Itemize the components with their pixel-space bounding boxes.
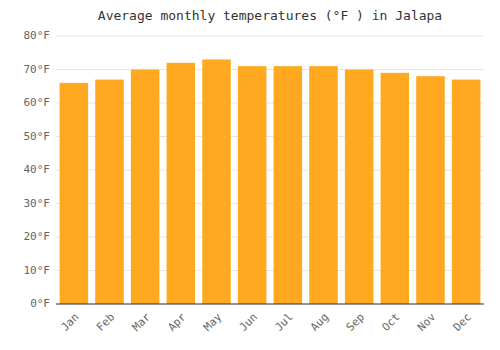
y-tick-label: 50°F xyxy=(24,130,51,143)
bar xyxy=(416,76,445,304)
bar xyxy=(238,66,267,304)
bar xyxy=(131,70,160,305)
bar xyxy=(274,66,303,304)
bar xyxy=(202,59,231,304)
bar xyxy=(95,80,124,304)
chart-title: Average monthly temperatures (°F ) in Ja… xyxy=(98,8,442,23)
y-tick-label: 30°F xyxy=(24,197,51,210)
y-tick-labels: 0°F 10°F 20°F 30°F 40°F 50°F 60°F 70°F 80°F xyxy=(24,29,51,310)
y-tick-label: 20°F xyxy=(24,230,51,243)
x-tick-label: Oct xyxy=(379,311,402,334)
bar xyxy=(381,73,410,304)
x-tick-label: Jan xyxy=(58,311,81,334)
y-tick-label: 60°F xyxy=(24,96,51,109)
x-tick-label: Jun xyxy=(237,311,260,334)
grid-line xyxy=(56,304,484,305)
x-tick-label: Mar xyxy=(130,310,154,334)
grid-line xyxy=(56,36,484,37)
bar xyxy=(452,80,481,304)
bar xyxy=(345,70,374,305)
x-tick-label: Aug xyxy=(308,311,331,334)
y-tick-label: 80°F xyxy=(24,29,51,42)
y-tick-label: 10°F xyxy=(24,264,51,277)
x-tick-label: Apr xyxy=(165,310,189,334)
grid-line xyxy=(56,69,484,70)
x-tick-labels: Jan Feb Mar Apr May Jun Jul Aug Sep Oct Nov Dec xyxy=(58,310,474,334)
bar xyxy=(167,63,196,304)
bar xyxy=(309,66,338,304)
x-tick-label: Jul xyxy=(272,311,295,334)
x-axis-line xyxy=(56,304,484,305)
chart-container: 0°F 10°F 20°F 30°F 40°F 50°F 60°F 70°F 80°F Jan Fe… xyxy=(0,0,500,350)
y-grid xyxy=(56,36,484,304)
y-tick-label: 70°F xyxy=(24,63,51,76)
x-tick-label: Sep xyxy=(344,311,367,334)
bars xyxy=(60,59,481,304)
x-tick-label: Dec xyxy=(451,311,474,334)
x-tick-label: Feb xyxy=(94,311,117,334)
bar xyxy=(60,83,89,304)
chart-svg: 0°F 10°F 20°F 30°F 40°F 50°F 60°F 70°F 80°F Jan Fe… xyxy=(0,0,500,350)
y-tick-label: 0°F xyxy=(30,297,50,310)
x-tick-label: Nov xyxy=(415,310,439,334)
y-tick-label: 40°F xyxy=(24,163,51,176)
x-tick-label: May xyxy=(201,310,225,334)
